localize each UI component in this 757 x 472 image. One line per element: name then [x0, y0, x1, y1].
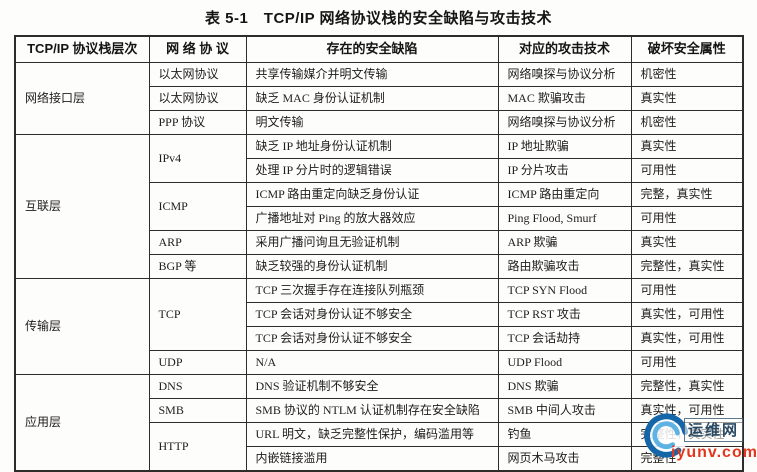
attribute-cell: 可用性 — [630, 206, 744, 231]
layer-cell: 网络接口层 — [14, 62, 150, 135]
flaw-cell: 处理 IP 分片时的逻辑错误 — [245, 158, 499, 183]
table-row: TCP 会话对身份认证不够安全 TCP RST 攻击 真实性，可用性 — [15, 302, 744, 327]
attack-cell: IP 分片攻击 — [497, 158, 632, 183]
table-row: ARP 采用广播问询且无验证机制 ARP 欺骗 真实性 — [15, 230, 744, 255]
header-layer: TCP/IP 协议栈层次 — [14, 35, 150, 63]
header-attack: 对应的攻击技术 — [497, 35, 632, 63]
flaw-cell: URL 明文，缺乏完整性保护，编码滥用等 — [245, 422, 499, 447]
protocol-cell: PPP 协议 — [148, 110, 247, 135]
header-protocol: 网 络 协 议 — [148, 35, 247, 63]
protocol-cell: 以太网协议 — [148, 62, 247, 87]
table-row: BGP 等 缺乏较强的身份认证机制 路由欺骗攻击 完整性，真实性 — [15, 254, 744, 279]
flaw-cell: 共享传输媒介并明文传输 — [245, 62, 499, 87]
attack-cell: 钓鱼 — [497, 422, 632, 447]
table-caption: 表 5-1 TCP/IP 网络协议栈的安全缺陷与攻击技术 — [204, 10, 553, 27]
protocol-cell: HTTP — [148, 422, 247, 472]
table-row: 处理 IP 分片时的逻辑错误 IP 分片攻击 可用性 — [15, 158, 744, 183]
attack-cell: MAC 欺骗攻击 — [497, 86, 632, 111]
attribute-cell: 可用性 — [630, 278, 744, 303]
table-row: ICMP ICMP 路由重定向缺乏身份认证 ICMP 路由重定向 完整，真实性 — [15, 182, 744, 231]
flaw-cell: TCP 三次握手存在连接队列瓶颈 — [245, 278, 499, 303]
protocol-cell: UDP — [148, 350, 247, 375]
attribute-cell: 可用性 — [630, 350, 744, 375]
table-row: 广播地址对 Ping 的放大器效应 Ping Flood, Smurf 可用性 — [15, 206, 744, 231]
protocol-cell: ARP — [148, 230, 247, 255]
protocol-cell: SMB — [148, 398, 247, 423]
table-row: PPP 协议 明文传输 网络嗅探与协议分析 机密性 — [15, 110, 744, 135]
flaw-cell: 缺乏 MAC 身份认证机制 — [245, 86, 499, 111]
protocol-cell: ICMP — [148, 182, 247, 231]
attribute-cell: 机密性 — [630, 62, 744, 87]
attack-cell: DNS 欺骗 — [497, 374, 632, 399]
flaw-cell: 缺乏较强的身份认证机制 — [245, 254, 499, 279]
security-table: TCP/IP 协议栈层次 网 络 协 议 存在的安全缺陷 对应的攻击技术 破坏安… — [14, 35, 744, 472]
attribute-cell: 真实性 — [630, 230, 744, 255]
flaw-cell: N/A — [245, 350, 499, 375]
attack-cell: Ping Flood, Smurf — [497, 206, 632, 231]
header-row: TCP/IP 协议栈层次 网 络 协 议 存在的安全缺陷 对应的攻击技术 破坏安… — [14, 35, 744, 63]
protocol-cell: TCP — [148, 278, 247, 351]
attack-cell: ICMP 路由重定向 — [497, 182, 632, 207]
flaw-cell: ICMP 路由重定向缺乏身份认证 — [245, 182, 499, 207]
attack-cell: SMB 中间人攻击 — [497, 398, 632, 423]
attribute-cell: 机密性 — [630, 110, 744, 135]
attack-cell: 网络嗅探与协议分析 — [497, 110, 632, 135]
watermark: 运维网 iyunv.com — [644, 411, 757, 469]
table-row: TCP 会话对身份认证不够安全 TCP 会话劫持 真实性，可用性 — [15, 326, 744, 351]
flaw-cell: 缺乏 IP 地址身份认证机制 — [245, 134, 499, 159]
attribute-cell: 完整，真实性 — [630, 182, 744, 207]
attribute-cell: 完整性，真实性 — [630, 254, 744, 279]
flaw-cell: TCP 会话对身份认证不够安全 — [245, 302, 499, 327]
header-attribute: 破坏安全属性 — [630, 35, 744, 63]
watermark-site-name: 运维网 — [684, 418, 744, 442]
table-row: 互联层 IPv4 缺乏 IP 地址身份认证机制 IP 地址欺骗 真实性 — [14, 134, 744, 279]
attribute-cell: 真实性 — [630, 134, 744, 159]
attribute-cell: 真实性，可用性 — [630, 302, 744, 327]
attack-cell: UDP Flood — [497, 350, 632, 375]
protocol-cell: 以太网协议 — [148, 86, 247, 111]
protocol-cell: IPv4 — [148, 134, 247, 183]
attribute-cell: 真实性 — [630, 86, 744, 111]
iyunv-logo-icon — [644, 413, 689, 458]
table-row: 应用层 DNS DNS 验证机制不够安全 DNS 欺骗 完整性，真实性 — [14, 374, 744, 472]
table-row: 内嵌链接滥用 网页木马攻击 完整性 — [15, 446, 744, 472]
table-row: 以太网协议 缺乏 MAC 身份认证机制 MAC 欺骗攻击 真实性 — [15, 86, 744, 111]
header-flaw: 存在的安全缺陷 — [245, 35, 499, 63]
flaw-cell: 内嵌链接滥用 — [245, 446, 499, 472]
protocol-cell: BGP 等 — [148, 254, 247, 279]
attribute-cell: 完整性，真实性 — [630, 374, 744, 399]
attribute-cell: 可用性 — [630, 158, 744, 183]
attack-cell: 网络嗅探与协议分析 — [497, 62, 632, 87]
attack-cell: IP 地址欺骗 — [497, 134, 632, 159]
attack-cell: 路由欺骗攻击 — [497, 254, 632, 279]
table-row: 网络接口层 以太网协议 共享传输媒介并明文传输 网络嗅探与协议分析 机密性 — [14, 62, 744, 135]
flaw-cell: 采用广播问询且无验证机制 — [245, 230, 499, 255]
flaw-cell: SMB 协议的 NTLM 认证机制存在安全缺陷 — [245, 398, 499, 423]
flaw-cell: TCP 会话对身份认证不够安全 — [245, 326, 499, 351]
attack-cell: TCP SYN Flood — [497, 278, 632, 303]
layer-cell: 互联层 — [14, 134, 150, 279]
flaw-cell: 广播地址对 Ping 的放大器效应 — [245, 206, 499, 231]
watermark-site-url: iyunv.com — [671, 444, 757, 461]
attack-cell: ARP 欺骗 — [497, 230, 632, 255]
attack-cell: TCP RST 攻击 — [497, 302, 632, 327]
layer-cell: 应用层 — [14, 374, 150, 472]
attack-cell: 网页木马攻击 — [497, 446, 632, 472]
layer-cell: 传输层 — [14, 278, 150, 375]
flaw-cell: 明文传输 — [245, 110, 499, 135]
table-row: SMB SMB 协议的 NTLM 认证机制存在安全缺陷 SMB 中间人攻击 真实… — [15, 398, 744, 423]
table-row: 传输层 TCP TCP 三次握手存在连接队列瓶颈 TCP SYN Flood 可… — [14, 278, 744, 375]
flaw-cell: DNS 验证机制不够安全 — [245, 374, 499, 399]
attack-cell: TCP 会话劫持 — [497, 326, 632, 351]
attribute-cell: 真实性，可用性 — [630, 326, 744, 351]
protocol-cell: DNS — [148, 374, 247, 399]
